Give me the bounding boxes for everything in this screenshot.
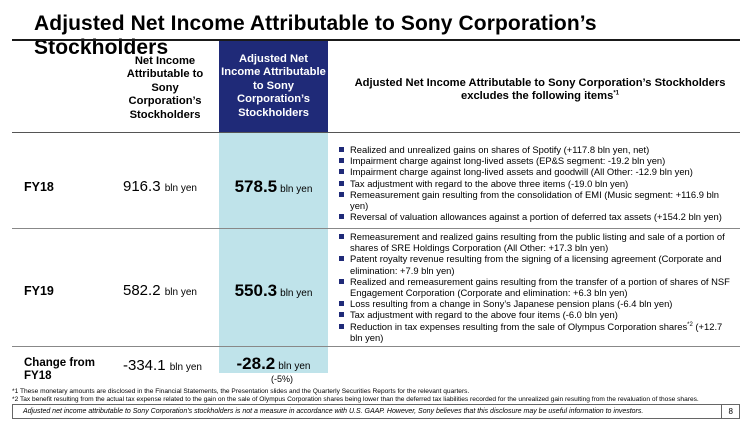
unit-label: bln yen [169, 362, 202, 373]
header-excluded-items: Adjusted Net Income Attributable to Sony… [338, 77, 742, 104]
row-label-change: Change from FY18 [24, 357, 95, 383]
header-net-income-line: Stockholders [129, 108, 201, 121]
net-income-value: 916.3 [123, 178, 161, 195]
header-adjusted-line: Corporation’s [237, 93, 310, 106]
net-income-fy19: 582.2 bln yen [123, 282, 197, 299]
header-excluded-line: Adjusted Net Income Attributable to Sony… [354, 77, 726, 89]
slide-title: Adjusted Net Income Attributable to Sony… [34, 12, 597, 59]
list-item: Tax adjustment with regard to the above … [339, 309, 737, 320]
header-excluded-text: excludes the following items [461, 90, 614, 103]
header-net-income-line: Corporation’s [128, 95, 202, 108]
page-number: 8 [728, 407, 733, 416]
highlight-column [219, 132, 328, 373]
adjusted-fy19: 550.3 bln yen [219, 281, 328, 301]
list-item: Remeasurement gain resulting from the co… [339, 189, 737, 211]
fy19-excluded-items: Remeasurement and realized gains resulti… [339, 231, 737, 343]
list-item-text: (+12.7 bln yen) [350, 320, 723, 343]
disclaimer-text: Adjusted net income attributable to Sony… [23, 408, 644, 415]
row-divider [12, 132, 740, 133]
row-label-line: FY18 [24, 370, 52, 382]
row-label-fy18: FY18 [24, 180, 54, 194]
footnote: *1 These monetary amounts are disclosed … [12, 388, 470, 395]
net-income-value: 582.2 [123, 282, 161, 299]
adjusted-value: 578.5 [234, 177, 278, 196]
header-adjusted-line: Income Attributable [221, 66, 326, 79]
change-percent: (-5%) [271, 374, 293, 384]
header-net-income-line: Sony [151, 81, 179, 94]
list-item: Reversal of valuation allowances against… [339, 211, 737, 222]
footnote-ref: *1 [613, 90, 619, 97]
unit-label: bln yen [278, 361, 311, 372]
row-divider [12, 228, 740, 229]
row-label-fy19: FY19 [24, 284, 54, 298]
adjusted-value: 550.3 [234, 281, 278, 300]
list-item: Realized and unrealized gains on shares … [339, 144, 737, 155]
fy18-excluded-items: Realized and unrealized gains on shares … [339, 144, 737, 222]
header-adjusted-line: Stockholders [238, 106, 309, 119]
net-income-value: -334.1 [123, 357, 166, 374]
footnotes: *1 These monetary amounts are disclosed … [12, 388, 740, 403]
footnote: *2 Tax benefit resulting from the actual… [12, 395, 699, 403]
unit-label: bln yen [164, 183, 197, 194]
list-item: Impairment charge against long-lived ass… [339, 166, 737, 177]
header-net-income-line: Attributable to [126, 68, 204, 81]
list-item: Reduction in tax expenses resulting from… [339, 321, 737, 343]
list-item: Loss resulting from a change in Sony’s J… [339, 298, 737, 309]
row-label-line: Change from [24, 357, 95, 369]
net-income-change: -334.1 bln yen [123, 357, 202, 374]
header-adjusted-net-income: Adjusted Net Income Attributable to Sony… [219, 41, 328, 132]
list-item: Remeasurement and realized gains resulti… [339, 231, 737, 253]
unit-label: bln yen [280, 184, 313, 195]
header-net-income: Net Income Attributable to Sony Corporat… [112, 55, 218, 122]
header-adjusted-line: to Sony [252, 79, 295, 92]
adjusted-change: -28.2 bln yen [219, 354, 328, 374]
list-item: Tax adjustment with regard to the above … [339, 178, 737, 189]
list-item: Impairment charge against long-lived ass… [339, 155, 737, 166]
unit-label: bln yen [280, 288, 313, 299]
footer-disclaimer: Adjusted net income attributable to Sony… [12, 404, 740, 419]
adjusted-fy18: 578.5 bln yen [219, 177, 328, 197]
title-rule [12, 39, 740, 41]
row-divider [12, 346, 740, 347]
header-adjusted-line: Adjusted Net [239, 53, 308, 65]
unit-label: bln yen [164, 287, 197, 298]
footnote-ref: *2 [687, 321, 693, 328]
list-item: Realized and remeasurement gains resulti… [339, 276, 737, 298]
net-income-fy18: 916.3 bln yen [123, 178, 197, 195]
list-item: Patent royalty revenue resulting from th… [339, 253, 737, 276]
header-excluded-line: excludes the following items*1 [338, 90, 742, 103]
header-net-income-line: Net Income [134, 55, 196, 67]
page-separator [721, 405, 722, 418]
list-item-text: Reduction in tax expenses resulting from… [350, 320, 688, 332]
adjusted-value: -28.2 [236, 354, 276, 373]
